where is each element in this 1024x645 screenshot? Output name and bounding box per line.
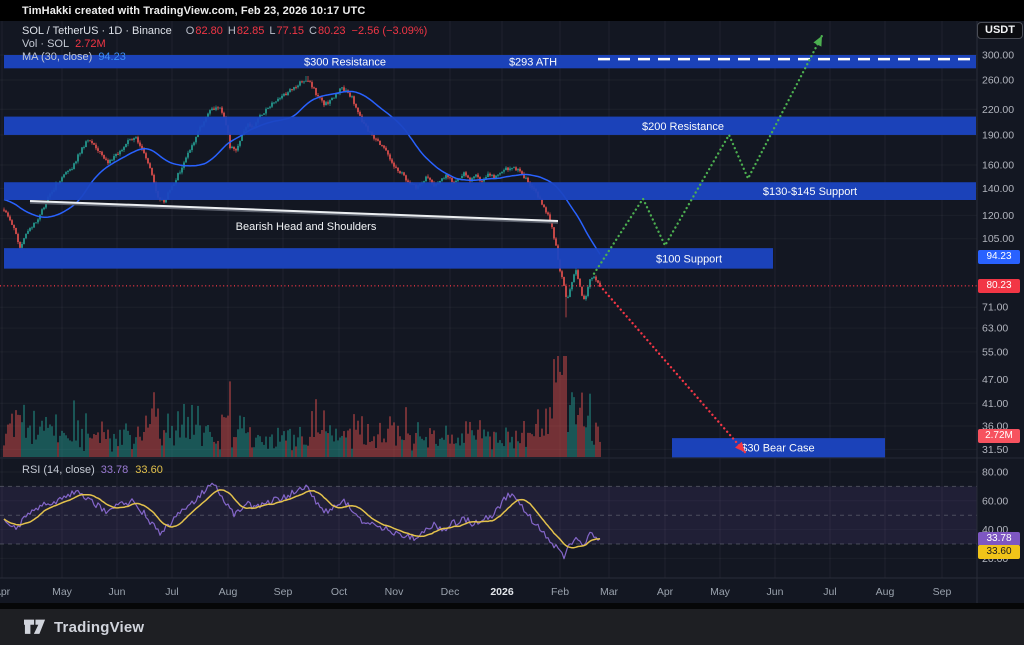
rsi-legend[interactable]: RSI (14, close) 33.78 33.60 <box>22 464 163 476</box>
chart-legend: SOL / TetherUS · 1D · Binance O82.80 H82.8… <box>22 25 427 64</box>
rsi-value-badge: 33.78 <box>978 532 1020 546</box>
rsi-line <box>3 482 601 560</box>
zone-rect[interactable] <box>4 182 976 201</box>
change-value: −2.56 (−3.09%) <box>351 25 428 37</box>
pane-separators <box>0 21 1024 603</box>
volume-value: 2.72M <box>75 38 106 50</box>
rsi-ma-line <box>3 489 601 549</box>
svg-text:Jun: Jun <box>767 586 784 598</box>
svg-text:55.00: 55.00 <box>982 346 1008 358</box>
volume-series <box>3 356 601 457</box>
tradingview-wordmark[interactable]: TradingView <box>54 618 145 636</box>
high-label: H <box>227 25 236 37</box>
svg-text:Sep: Sep <box>933 586 952 598</box>
rsi-ma-value: 33.60 <box>135 464 163 476</box>
bear-case-projection <box>598 284 747 454</box>
svg-text:$300 Resistance: $300 Resistance <box>304 57 386 69</box>
svg-text:$100 Support: $100 Support <box>656 253 722 265</box>
svg-text:$293 ATH: $293 ATH <box>509 57 557 69</box>
volume-row[interactable]: Vol · SOL 2.72M <box>22 38 427 51</box>
svg-text:$30 Bear Case: $30 Bear Case <box>741 443 814 455</box>
svg-text:31.50: 31.50 <box>982 444 1008 456</box>
low-label: L <box>269 25 276 37</box>
time-axis-labels: Apr May Jun Jul Aug Sep Oct Nov Dec 2026 Feb Mar Apr… <box>0 586 951 598</box>
svg-text:Nov: Nov <box>385 586 404 598</box>
svg-text:Mar: Mar <box>600 586 619 598</box>
zone-rect[interactable] <box>672 438 885 458</box>
svg-text:60.00: 60.00 <box>982 495 1008 507</box>
trendline-shadow <box>29 200 559 224</box>
bull-case-projection <box>592 34 824 275</box>
credit-text: TimHakki created with TradingView.com, F… <box>22 4 366 17</box>
footer-divider <box>0 603 1024 609</box>
rsi-ma-value-badge: 33.60 <box>978 545 1020 559</box>
svg-text:Jun: Jun <box>109 586 126 598</box>
svg-text:Oct: Oct <box>331 586 347 598</box>
ma30-line <box>3 90 601 255</box>
tradingview-logo-icon[interactable] <box>24 619 46 635</box>
svg-text:80.00: 80.00 <box>982 467 1008 479</box>
trendline-label: Bearish Head and Shoulders <box>236 221 377 233</box>
rsi-band-background <box>0 485 977 545</box>
svg-text:Jul: Jul <box>165 586 178 598</box>
close-value: 80.23 <box>317 25 346 37</box>
ma-label: MA (30, close) <box>22 51 93 63</box>
ma-price-badge: 94.23 <box>978 250 1020 264</box>
ma-value: 94.23 <box>98 51 126 63</box>
zone-rect[interactable] <box>4 248 773 269</box>
top-credit-bar: TimHakki created with TradingView.com, F… <box>0 0 1024 21</box>
support-resistance-zones: $300 Resistance $293 ATH $200 Resistance $1… <box>4 55 976 458</box>
svg-text:Aug: Aug <box>876 586 895 598</box>
high-value: 82.85 <box>236 25 265 37</box>
svg-text:260.00: 260.00 <box>982 75 1014 87</box>
svg-text:71.00: 71.00 <box>982 302 1008 314</box>
close-label: C <box>309 25 317 37</box>
svg-text:190.00: 190.00 <box>982 129 1014 141</box>
open-value: 82.80 <box>195 25 223 37</box>
rsi-value: 33.78 <box>100 464 129 476</box>
volume-label: Vol · SOL <box>22 38 70 50</box>
svg-text:120.00: 120.00 <box>982 210 1014 222</box>
low-value: 77.15 <box>276 25 305 37</box>
svg-text:Dec: Dec <box>441 586 460 598</box>
bottom-toolbar: TradingView <box>0 609 1024 645</box>
svg-text:May: May <box>52 586 73 598</box>
svg-text:Sep: Sep <box>274 586 293 598</box>
neckline-trendline[interactable] <box>29 200 559 222</box>
zone-rect[interactable] <box>4 55 976 69</box>
svg-text:May: May <box>710 586 731 598</box>
svg-text:220.00: 220.00 <box>982 104 1014 116</box>
volume-badge: 2.72M <box>978 429 1020 443</box>
svg-text:Aug: Aug <box>219 586 238 598</box>
svg-text:$200 Resistance: $200 Resistance <box>642 121 724 133</box>
rsi-label: RSI (14, close) <box>22 464 95 476</box>
zone-rect[interactable] <box>4 116 976 135</box>
svg-text:41.00: 41.00 <box>982 398 1008 410</box>
svg-text:160.00: 160.00 <box>982 160 1014 172</box>
svg-text:47.00: 47.00 <box>982 374 1008 386</box>
ohlc-row[interactable]: SOL / TetherUS · 1D · Binance O82.80 H82.8… <box>22 25 427 38</box>
svg-text:Apr: Apr <box>657 586 674 598</box>
svg-text:Feb: Feb <box>551 586 569 598</box>
symbol-title[interactable]: SOL / TetherUS · 1D · Binance <box>22 25 172 37</box>
open-label: O <box>185 25 195 37</box>
svg-text:105.00: 105.00 <box>982 233 1014 245</box>
ma-row[interactable]: MA (30, close) 94.23 <box>22 51 427 64</box>
svg-text:140.00: 140.00 <box>982 183 1014 195</box>
svg-text:2026: 2026 <box>490 586 514 598</box>
svg-text:Jul: Jul <box>823 586 836 598</box>
svg-text:300.00: 300.00 <box>982 50 1014 62</box>
svg-text:63.00: 63.00 <box>982 323 1008 335</box>
svg-text:$130-$145 Support: $130-$145 Support <box>763 186 857 198</box>
svg-text:Apr: Apr <box>0 586 11 598</box>
svg-text:Bearish Head and Shoulders: Bearish Head and Shoulders <box>236 221 377 233</box>
last-price-badge: 80.23 <box>978 279 1020 293</box>
currency-toggle-button[interactable]: USDT <box>977 22 1023 39</box>
